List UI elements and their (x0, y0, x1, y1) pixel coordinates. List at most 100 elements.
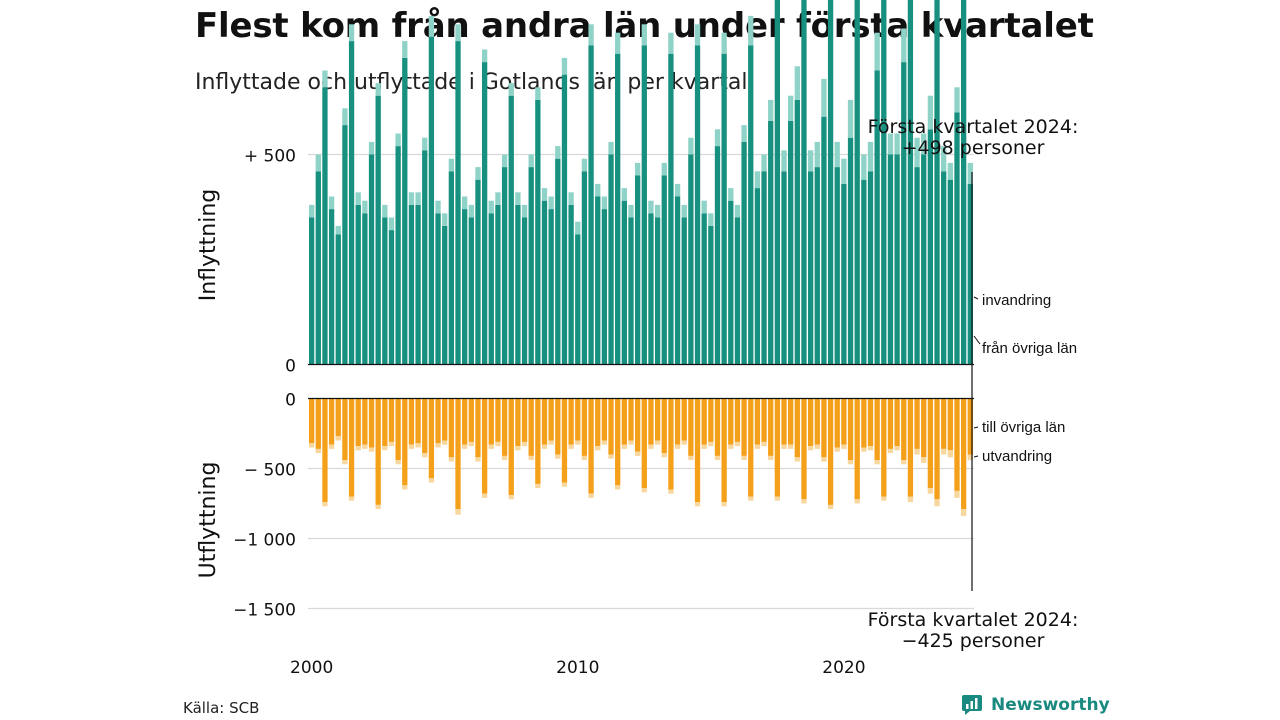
bar-fran-ovriga-lan (588, 45, 594, 365)
bar-utvandring (581, 455, 588, 461)
bar-utvandring (501, 455, 508, 461)
bar-fran-ovriga-lan (601, 209, 608, 365)
bar-utvandring (342, 460, 348, 465)
bar-utvandring (309, 443, 315, 448)
yticks-bottom: 0 − 500 −1 000 −1 500 (233, 391, 296, 621)
xticks: 2000 2010 2020 (290, 658, 866, 678)
bar-fran-ovriga-lan (807, 171, 814, 365)
bar-fran-ovriga-lan (428, 36, 435, 365)
bar-till-ovriga-lan (408, 398, 415, 445)
bar-utvandring (821, 457, 827, 462)
bar-utvandring (355, 446, 361, 451)
bar-till-ovriga-lan (668, 398, 674, 490)
bar-invandring (548, 196, 554, 210)
bar-till-ovriga-lan (348, 398, 355, 497)
bar-till-ovriga-lan (495, 398, 501, 442)
ytick-label-bottom: − 500 (244, 461, 296, 481)
bar-fran-ovriga-lan (528, 167, 534, 365)
bar-utvandring (748, 496, 754, 501)
bar-till-ovriga-lan (768, 398, 774, 456)
bar-utvandring (661, 453, 667, 458)
bar-fran-ovriga-lan (561, 74, 568, 365)
bar-fran-ovriga-lan (475, 179, 481, 365)
bar-till-ovriga-lan (395, 398, 401, 461)
bar-fran-ovriga-lan (688, 154, 694, 365)
bar-invandring (402, 41, 408, 58)
bar-fran-ovriga-lan (921, 154, 927, 365)
bar-utvandring (688, 455, 694, 461)
bar-utvandring (428, 478, 435, 483)
bar-fran-ovriga-lan (914, 167, 920, 365)
bar-utvandring (754, 444, 761, 449)
bar-fran-ovriga-lan (375, 95, 381, 365)
bar-till-ovriga-lan (907, 398, 914, 497)
bar-till-ovriga-lan (548, 398, 554, 441)
bar-fran-ovriga-lan (867, 171, 874, 365)
bar-invandring (901, 28, 907, 63)
bar-utvandring (462, 444, 468, 449)
bar-till-ovriga-lan (807, 398, 814, 447)
bar-invandring (448, 158, 455, 172)
newsworthy-logo-icon (962, 695, 982, 715)
bar-utvandring (668, 489, 674, 494)
bar-fran-ovriga-lan (814, 167, 820, 365)
bar-invandring (309, 204, 315, 218)
bar-utvandring (728, 444, 734, 449)
bar-utvandring (674, 444, 681, 449)
bar-invandring (362, 200, 368, 214)
bar-fran-ovriga-lan (315, 171, 321, 365)
bar-utvandring (967, 454, 973, 461)
bar-fran-ovriga-lan (488, 213, 494, 365)
chart-subtitle: Inflyttade och utflyttade i Gotlands län… (195, 70, 748, 95)
bar-utvandring (861, 447, 867, 452)
bar-utvandring (621, 444, 627, 449)
bar-utvandring (608, 454, 614, 459)
bar-invandring (521, 204, 528, 218)
bar-fran-ovriga-lan (368, 154, 375, 365)
bar-till-ovriga-lan (501, 398, 508, 456)
bar-till-ovriga-lan (861, 398, 867, 448)
bar-utvandring (960, 509, 967, 517)
bar-till-ovriga-lan (508, 398, 514, 496)
bar-invandring (388, 217, 395, 231)
bar-fran-ovriga-lan (708, 225, 714, 365)
bar-fran-ovriga-lan (781, 171, 787, 365)
bar-invandring (807, 150, 814, 172)
bar-till-ovriga-lan (402, 398, 408, 486)
bar-fran-ovriga-lan (881, 0, 887, 365)
leader-fran-ovriga-lan (973, 335, 981, 345)
bar-till-ovriga-lan (754, 398, 761, 445)
bar-till-ovriga-lan (914, 398, 920, 449)
bar-fran-ovriga-lan (854, 0, 860, 365)
bar-utvandring (375, 504, 381, 510)
bar-utvandring (528, 455, 534, 461)
bar-utvandring (694, 502, 701, 507)
bar-fran-ovriga-lan (608, 154, 614, 365)
bar-fran-ovriga-lan (648, 213, 654, 365)
bar-till-ovriga-lan (821, 398, 827, 458)
bar-till-ovriga-lan (362, 398, 368, 445)
bar-fran-ovriga-lan (901, 62, 907, 365)
bar-utvandring (761, 441, 767, 447)
bar-till-ovriga-lan (515, 398, 521, 447)
bar-fran-ovriga-lan (615, 53, 621, 365)
bar-invandring (768, 99, 774, 121)
bar-invandring (708, 213, 714, 226)
bar-invandring (788, 95, 794, 121)
bar-invandring (721, 32, 727, 54)
bar-utvandring (701, 444, 707, 449)
bar-invandring (794, 66, 800, 100)
ytick-label-bottom: −1 500 (233, 601, 296, 621)
bar-till-ovriga-lan (894, 398, 900, 447)
bar-till-ovriga-lan (967, 398, 973, 455)
bar-fran-ovriga-lan (541, 200, 548, 365)
bar-utvandring (954, 490, 960, 498)
bar-utvandring (721, 502, 727, 507)
bar-fran-ovriga-lan (954, 112, 960, 365)
bar-utvandring (388, 441, 395, 447)
bar-utvandring (867, 446, 874, 451)
bar-invandring (668, 32, 674, 54)
bar-utvandring (435, 443, 441, 448)
bar-till-ovriga-lan (867, 398, 874, 447)
